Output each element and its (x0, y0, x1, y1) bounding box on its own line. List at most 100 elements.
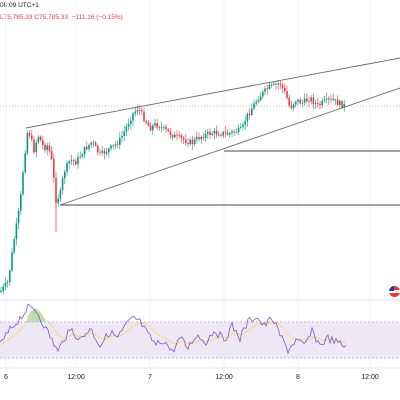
candle (310, 97, 312, 102)
candle (185, 139, 187, 143)
candle (196, 136, 198, 140)
candle (116, 144, 119, 146)
candle (64, 171, 66, 179)
candle (121, 135, 123, 138)
candle (160, 127, 163, 129)
legend-ohlc-values: L75,785.33 C75,785.33 (0, 14, 68, 21)
candle (75, 161, 77, 165)
candle (20, 194, 22, 211)
candle (339, 101, 341, 106)
candle (207, 131, 209, 134)
candle (88, 144, 90, 150)
candle (332, 98, 334, 100)
candle (6, 281, 9, 283)
candle (2, 286, 4, 291)
candle (143, 111, 145, 121)
candle (9, 270, 11, 282)
candle (218, 134, 220, 136)
candle (50, 150, 53, 159)
time-tick-label: 12:00 (67, 374, 85, 381)
time-tick-label: 7 (148, 374, 152, 381)
candle (145, 120, 147, 123)
candle (312, 97, 315, 104)
candle (248, 113, 251, 115)
ohlc-legend: 08:09 UTC+1 L75,785.33 C75,785.33 −111.1… (0, 0, 125, 21)
candle (46, 145, 48, 150)
candle (178, 135, 180, 136)
candle (193, 139, 196, 145)
candle (290, 105, 293, 108)
candle (17, 210, 20, 224)
candle (15, 223, 18, 240)
candle (68, 161, 70, 164)
us-flag-icon[interactable] (389, 286, 400, 297)
candle (240, 127, 242, 129)
candle (61, 178, 64, 190)
time-axis[interactable]: 6 12:00 7 12:00 8 12:00 (4, 374, 379, 381)
time-tick-label: 8 (296, 374, 300, 381)
candle (77, 156, 79, 165)
candle (123, 131, 125, 136)
candle (101, 150, 103, 153)
candle (301, 102, 304, 104)
legend-change-value: −111.16 (−0.15%) (71, 14, 123, 21)
candle (171, 134, 174, 138)
rsi-indicator (0, 303, 347, 355)
candle (55, 177, 57, 203)
candle (266, 88, 268, 90)
candle (39, 136, 42, 141)
candle (273, 83, 275, 85)
candle (108, 148, 110, 153)
time-tick-label: 12:00 (215, 374, 233, 381)
candle (295, 101, 297, 105)
candle (246, 113, 249, 122)
candle (253, 103, 255, 109)
candle (97, 145, 99, 153)
candle (270, 84, 273, 86)
candle (147, 122, 150, 126)
candle (22, 172, 24, 195)
candle (255, 101, 257, 104)
candle (288, 98, 290, 106)
candles (0, 80, 345, 295)
candle (200, 136, 202, 140)
candle (70, 160, 73, 162)
candle (99, 152, 101, 153)
candle (235, 131, 238, 133)
candle (174, 134, 176, 138)
candle (163, 126, 165, 128)
lower-trendline (59, 87, 400, 206)
candle (191, 139, 194, 145)
candle (35, 142, 37, 153)
candle (281, 84, 284, 88)
candle (24, 153, 26, 173)
candle (244, 121, 246, 125)
drawing-lines (25, 57, 400, 206)
candle (110, 145, 112, 149)
candle (167, 129, 169, 132)
candle (317, 103, 319, 104)
candle (325, 98, 328, 100)
candle (334, 99, 337, 101)
candle (66, 163, 68, 172)
candle (328, 98, 330, 100)
candle (112, 145, 114, 147)
candle (303, 98, 306, 103)
candle (130, 120, 132, 125)
time-tick-label: 6 (4, 374, 8, 381)
candle (92, 142, 95, 144)
candle (268, 85, 271, 89)
candle (176, 134, 178, 136)
candle (226, 132, 229, 135)
candle (286, 91, 288, 99)
candle (237, 127, 240, 132)
candle (11, 252, 13, 271)
candle (251, 108, 253, 115)
candle (44, 144, 46, 150)
candle (213, 130, 216, 134)
candle (141, 110, 143, 112)
candle (187, 142, 189, 145)
candle (233, 131, 235, 133)
